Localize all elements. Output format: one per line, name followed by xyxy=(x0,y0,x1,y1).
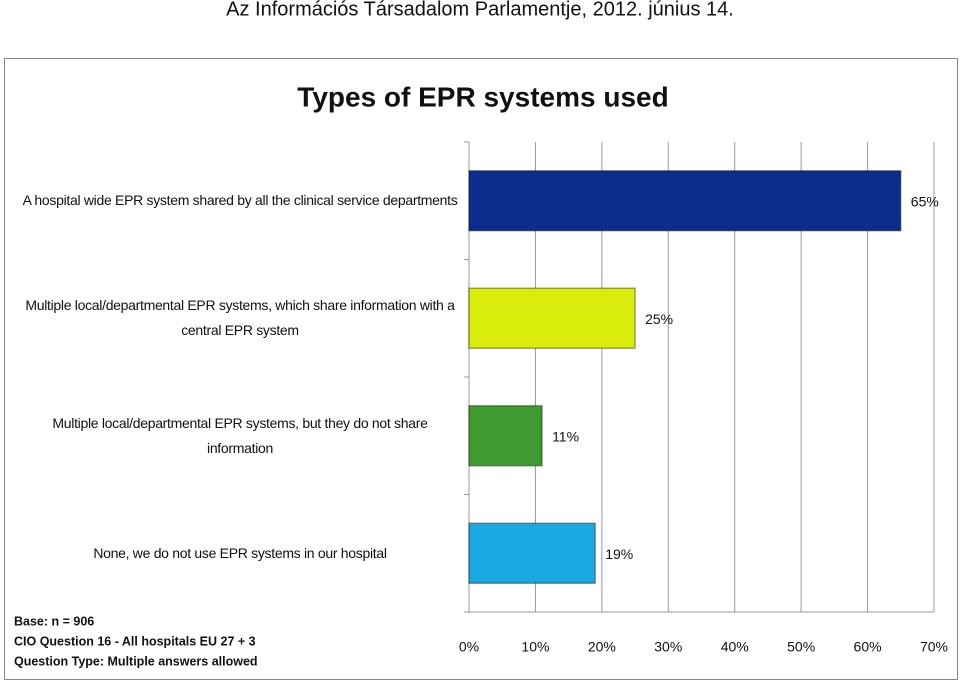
x-tick-label: 30% xyxy=(654,639,682,655)
bar xyxy=(468,287,636,349)
footnote: Base: n = 906 xyxy=(14,614,94,628)
value-label: 19% xyxy=(605,546,633,562)
chart-title: Types of EPR systems used xyxy=(297,81,668,112)
bar xyxy=(468,170,902,232)
bar xyxy=(468,405,543,467)
x-tick-label: 10% xyxy=(521,639,549,655)
x-tick-label: 50% xyxy=(787,639,815,655)
category-label: None, we do not use EPR systems in our h… xyxy=(93,544,387,561)
frame xyxy=(4,58,958,680)
footnote: Question Type: Multiple answers allowed xyxy=(14,654,258,668)
category-label: A hospital wide EPR system shared by all… xyxy=(22,192,458,209)
category-label: Multiple local/departmental EPR systems,… xyxy=(52,414,428,456)
value-label: 25% xyxy=(645,311,673,327)
category-label: Multiple local/departmental EPR systems,… xyxy=(25,297,455,339)
value-label: 11% xyxy=(552,428,579,444)
x-tick-label: 40% xyxy=(721,639,749,655)
x-tick-label: 70% xyxy=(920,639,948,655)
x-tick-label: 20% xyxy=(588,639,616,655)
bar xyxy=(468,522,596,584)
x-tick-label: 60% xyxy=(854,639,882,655)
value-label: 65% xyxy=(911,193,939,209)
page-header: Az Információs Társadalom Parlamentje, 2… xyxy=(226,0,734,20)
footnote: CIO Question 16 - All hospitals EU 27 + … xyxy=(14,634,256,648)
x-tick-label: 0% xyxy=(459,639,479,655)
